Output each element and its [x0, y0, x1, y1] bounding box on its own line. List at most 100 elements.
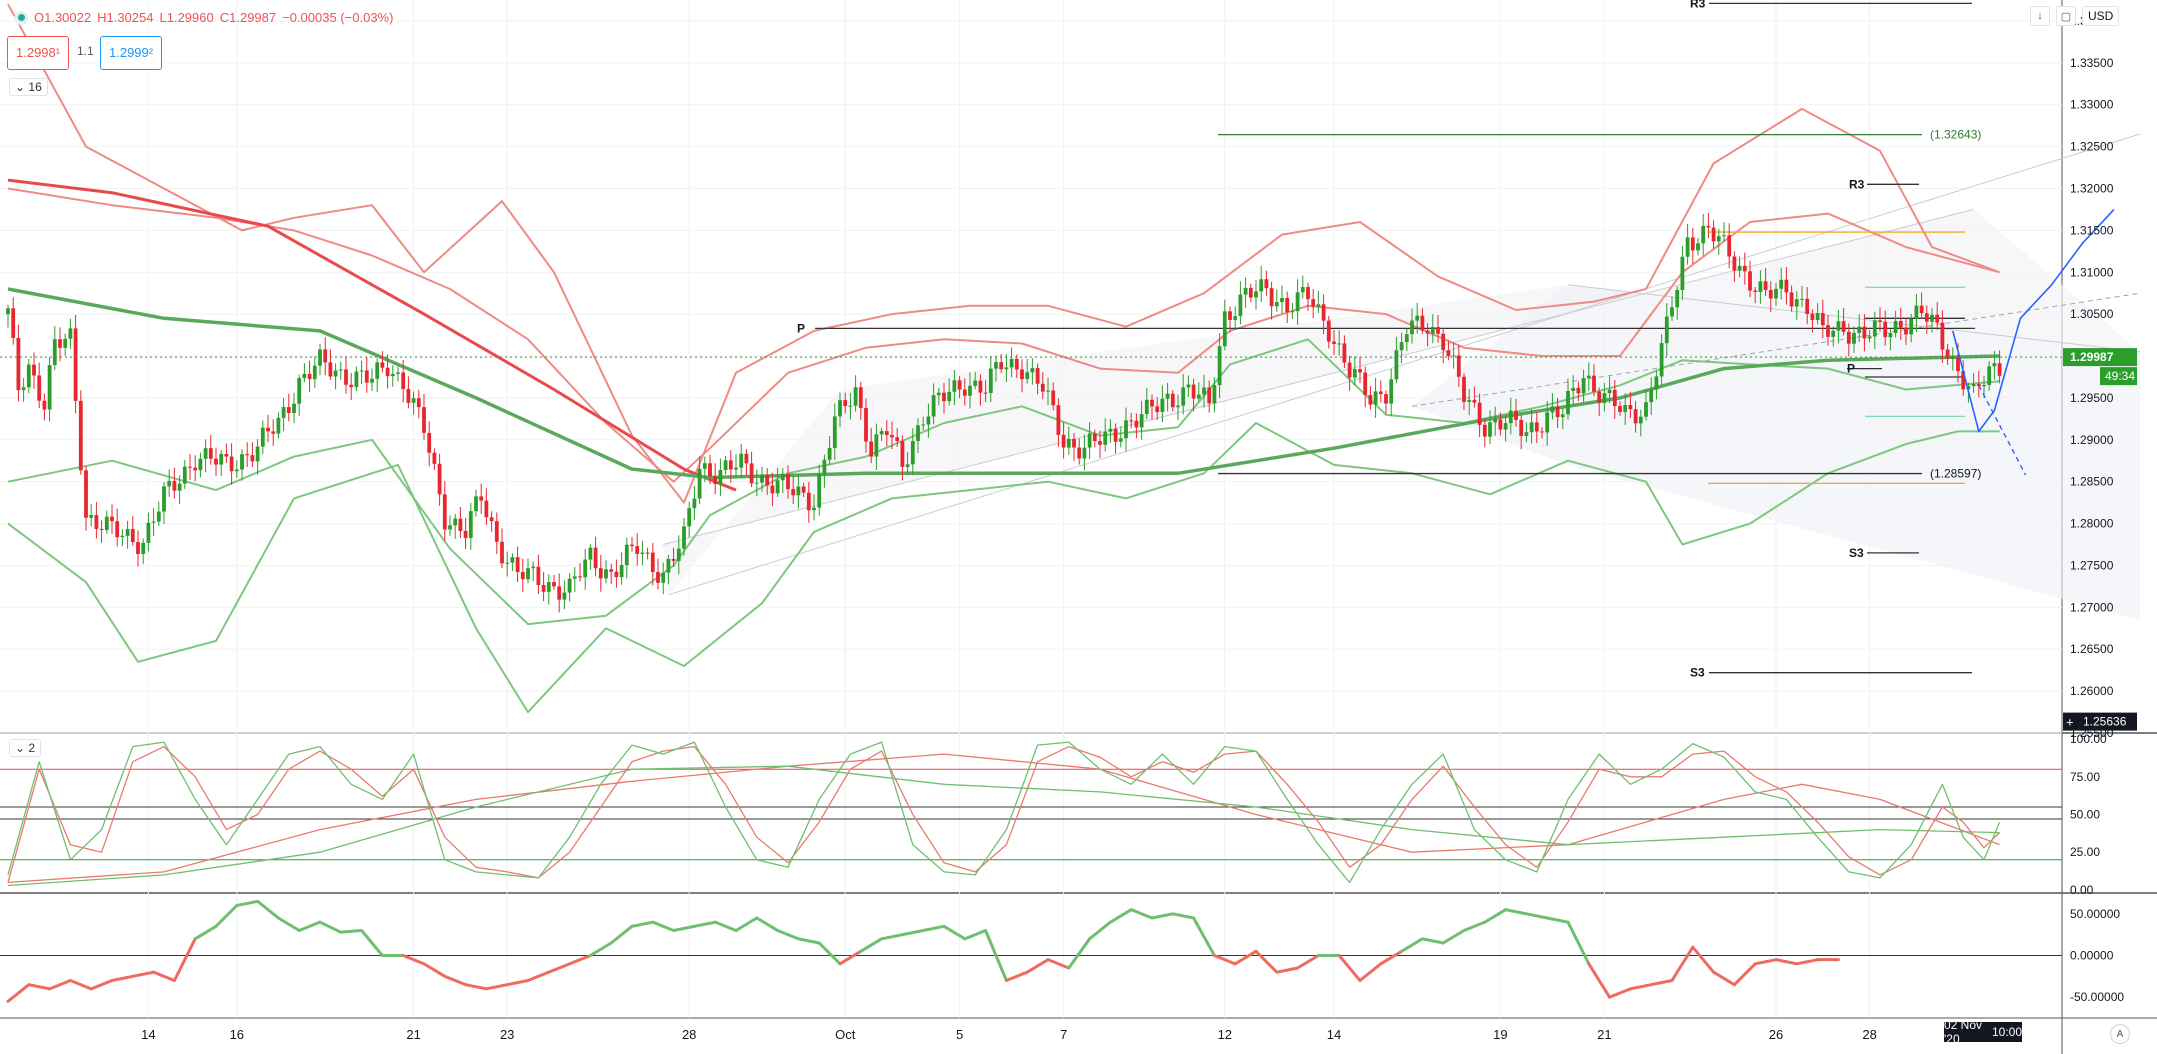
candle-body [588, 547, 593, 560]
candle-body [99, 528, 104, 530]
stoch-tick-label: 25.00 [2070, 845, 2100, 859]
candle-body [1774, 288, 1778, 299]
osc-segment [1545, 916, 1570, 924]
candle-body [1794, 299, 1799, 307]
stochastic-pane [0, 741, 2062, 887]
osc-segment [443, 974, 468, 987]
candle-body [905, 464, 910, 467]
candle-body [276, 417, 281, 434]
candle-body [1082, 447, 1087, 459]
candle-body [130, 529, 135, 543]
candle-body [1644, 402, 1648, 417]
candle-body [271, 431, 276, 434]
candle-body [1368, 394, 1373, 405]
osc-segment [776, 929, 800, 941]
level-label: R3 [1849, 177, 1865, 191]
osc-segment [880, 933, 904, 941]
osc-segment [1774, 958, 1799, 966]
price-tick-label: 1.33000 [2070, 98, 2114, 112]
osc-segment [1712, 970, 1736, 987]
indicator-count: 2 [28, 741, 36, 755]
candle-body [1628, 404, 1633, 410]
candle-body [484, 500, 489, 518]
candle-body [1092, 433, 1097, 442]
candle-body [380, 362, 385, 368]
level-label: (1.28597) [1930, 467, 1981, 481]
stoch-pane-indicators-toggle[interactable]: ⌄ 2 [9, 739, 42, 757]
candle-body [624, 544, 629, 566]
countdown-value: 49:34 [2105, 369, 2135, 383]
price-tick-label: 1.32500 [2070, 140, 2114, 154]
candle-body [1155, 406, 1160, 412]
osc-segment [630, 920, 655, 928]
osc-segment [172, 937, 197, 982]
candle-body [713, 476, 718, 484]
candle-body [1961, 371, 1966, 390]
move-down-icon[interactable]: ↓ [2030, 6, 2050, 26]
candle-body [1924, 313, 1929, 322]
candle-body [1389, 379, 1394, 404]
candle-body [1815, 313, 1820, 321]
candle-body [962, 389, 967, 396]
candle-body [1108, 428, 1113, 432]
candle-body [1498, 419, 1503, 430]
candle-body [1555, 406, 1560, 418]
stoch-tick-label: 100.00 [2070, 732, 2107, 746]
price-tick-label: 1.26500 [2070, 642, 2114, 656]
candle-body [422, 407, 426, 433]
buy-button[interactable]: 1.2999² [100, 36, 163, 70]
candle-body [1181, 387, 1186, 406]
maximize-icon[interactable]: ▢ [2056, 6, 2076, 26]
status-dot-icon [14, 10, 28, 25]
last-price-value: 1.29987 [2070, 350, 2114, 364]
candle-body [1144, 399, 1149, 415]
candle-body [323, 349, 328, 363]
candle-body [390, 373, 395, 377]
osc-segment [1192, 916, 1216, 957]
sell-button[interactable]: 1.2998¹ [7, 36, 70, 70]
currency-label[interactable]: USD [2082, 6, 2120, 26]
candle-body [734, 467, 738, 470]
osc-segment [48, 979, 72, 991]
candle-body [978, 380, 983, 393]
candle-body [73, 328, 78, 401]
candle-body [1098, 441, 1102, 445]
candle-body [1384, 394, 1388, 404]
osc-segment [1628, 983, 1653, 991]
candle-body [900, 441, 905, 467]
candle-body [479, 496, 484, 501]
candle-body [650, 552, 655, 572]
candle-body [52, 339, 57, 366]
candle-body [505, 562, 510, 564]
crosshair-price-badge [2063, 712, 2137, 731]
candle-body [1852, 332, 1856, 344]
candle-body [1358, 369, 1362, 373]
candle-body [645, 552, 650, 554]
candle-body [1524, 432, 1529, 436]
candle-body [775, 480, 780, 494]
osc-segment [692, 920, 717, 928]
candle-body [344, 369, 348, 385]
osc-segment [1025, 958, 1050, 974]
osc-segment [713, 920, 738, 932]
osc-segment [1483, 908, 1508, 924]
candle-body [1056, 405, 1061, 435]
candle-body [120, 535, 125, 538]
auto-scale-button[interactable]: A [2110, 1024, 2130, 1044]
candle-body [666, 559, 671, 573]
candle-body [1051, 390, 1056, 406]
trend-line [663, 208, 1974, 545]
candle-body [796, 486, 801, 496]
candle-body [156, 511, 161, 522]
price-tick-label: 1.26000 [2070, 684, 2114, 698]
candle-body [1654, 376, 1659, 390]
candle-body [1940, 322, 1945, 350]
candle-body [1295, 292, 1300, 312]
candle-body [848, 405, 853, 407]
candle-body [552, 582, 556, 587]
candle-body [697, 468, 702, 499]
main-pane-indicators-toggle[interactable]: ⌄ 16 [9, 78, 48, 96]
candle-body [1618, 406, 1622, 412]
moving-average-red [7, 178, 737, 492]
